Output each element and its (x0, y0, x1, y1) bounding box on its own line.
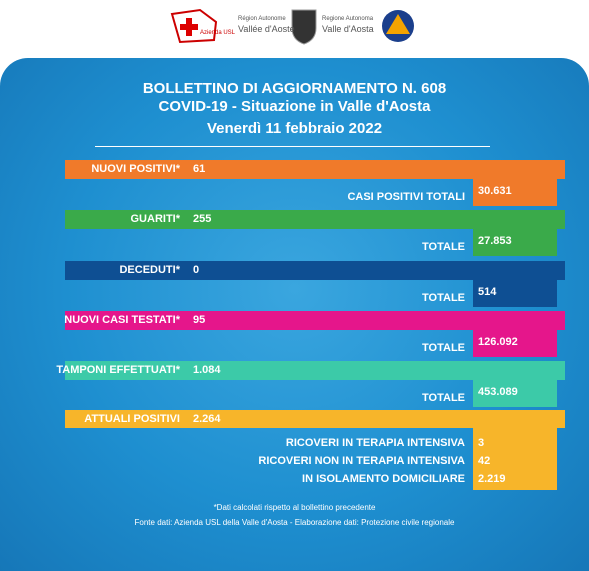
bar (65, 311, 565, 330)
item-label: RICOVERI IN TERAPIA INTENSIVA (285, 437, 465, 449)
logo-text: Région Autonome (238, 16, 286, 22)
logo-text: Valle d'Aosta (322, 24, 374, 34)
item-value: 3 (478, 437, 485, 449)
bar (65, 361, 565, 380)
bar (65, 160, 565, 179)
row-value: 1.084 (193, 364, 221, 376)
total-value: 30.631 (478, 185, 512, 197)
total-box (473, 380, 557, 407)
item-label: IN ISOLAMENTO DOMICILIARE (302, 473, 465, 485)
logo-text: Azienda USL (200, 30, 236, 36)
row-value: 2.264 (193, 413, 221, 425)
total-value: 126.092 (478, 336, 518, 348)
logos (170, 8, 414, 45)
total-label: CASI POSITIVI TOTALI (347, 191, 465, 203)
footnote: *Dati calcolati rispetto al bollettino p… (213, 503, 376, 512)
total-label: TOTALE (422, 392, 465, 404)
date: Venerdì 11 febbraio 2022 (206, 120, 383, 137)
item-value: 42 (478, 455, 491, 467)
title: COVID-19 - Situazione in Valle d'Aosta (158, 98, 431, 115)
row-label: NUOVI POSITIVI* (91, 163, 180, 175)
row-label: DECEDUTI* (119, 264, 180, 276)
logo-text: Vallée d'Aoste (238, 24, 295, 34)
item-value: 2.219 (478, 473, 506, 485)
row-value: 0 (193, 264, 200, 276)
total-box (473, 280, 557, 307)
total-box (473, 179, 557, 206)
bar (65, 410, 565, 428)
row-value: 61 (193, 163, 206, 175)
row-value: 255 (193, 213, 212, 225)
row-label: TAMPONI EFFETTUATI* (56, 364, 180, 376)
total-value: 453.089 (478, 386, 518, 398)
row-label: NUOVI CASI TESTATI* (64, 314, 180, 326)
total-value: 27.853 (478, 235, 512, 247)
total-box (473, 229, 557, 256)
bar (65, 210, 565, 229)
item-label: RICOVERI NON IN TERAPIA INTENSIVA (258, 455, 465, 467)
total-box (473, 428, 557, 490)
title: BOLLETTINO DI AGGIORNAMENTO N. 608 (142, 80, 447, 97)
divider (95, 146, 490, 147)
total-label: TOTALE (422, 292, 465, 304)
total-box (473, 330, 557, 357)
logo-text: Regione Autonoma (322, 16, 374, 22)
bar (65, 261, 565, 280)
source: Fonte dati: Azienda USL della Valle d'Ao… (134, 518, 455, 527)
total-label: TOTALE (422, 241, 465, 253)
total-value: 514 (478, 286, 497, 298)
row-label: ATTUALI POSITIVI (84, 413, 180, 425)
row-label: GUARITI* (130, 213, 181, 225)
total-label: TOTALE (422, 342, 465, 354)
row-value: 95 (193, 314, 206, 326)
